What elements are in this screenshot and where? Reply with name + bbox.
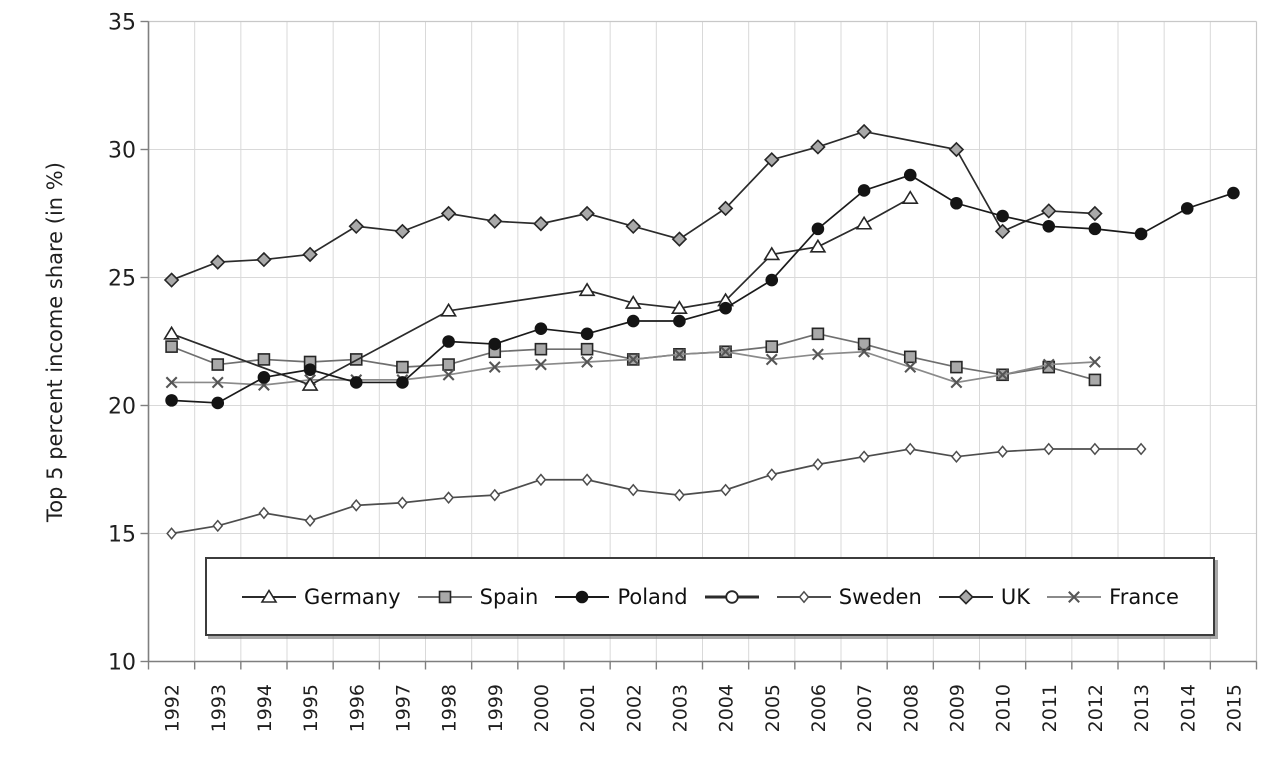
x-tick-label: 2004 xyxy=(716,684,738,732)
legend-marker-diamond-open xyxy=(776,590,831,603)
x-tick-label: 1992 xyxy=(162,684,184,732)
x-tick-label: 2015 xyxy=(1223,684,1245,732)
y-tick-label: 30 xyxy=(108,139,136,164)
y-axis-tick-labels: 10 15 20 25 30 35 xyxy=(108,11,136,676)
legend-label: France xyxy=(1109,584,1179,609)
legend-item-germany: Germany xyxy=(241,585,401,609)
legend-marker-circle-open xyxy=(704,589,759,604)
x-tick-label: 1997 xyxy=(392,684,414,732)
x-tick-label: 2010 xyxy=(993,684,1015,732)
legend-item-spain: Spain xyxy=(417,584,539,609)
legend-label: Poland xyxy=(617,584,688,609)
legend-item-sweden: Sweden xyxy=(776,585,922,609)
x-tick-label: 1994 xyxy=(254,684,276,732)
x-tick-label: 2003 xyxy=(669,684,691,732)
x-tick-label: 2001 xyxy=(577,684,599,732)
x-tick-label: 2009 xyxy=(946,684,968,732)
x-tick-label: 1996 xyxy=(346,684,368,732)
series-france xyxy=(165,345,1101,391)
x-axis-tick-labels: 1992 1993 1994 1995 1996 1997 1998 1999 2000 2001… xyxy=(162,684,1246,732)
series-sweden xyxy=(166,442,1147,540)
x-tick-label: 2000 xyxy=(531,684,553,732)
x-tick-label: 1995 xyxy=(300,684,322,732)
x-tick-label: 2008 xyxy=(900,684,922,732)
legend-marker-x xyxy=(1047,590,1102,603)
legend-item-poland: Poland xyxy=(554,584,688,609)
x-tick-label: 1998 xyxy=(439,684,461,732)
legend-marker-triangle-open xyxy=(242,588,296,603)
x-tick-label: 1993 xyxy=(208,684,230,732)
y-tick-label: 10 xyxy=(108,651,136,676)
legend-label: UK xyxy=(1000,584,1031,609)
x-tick-label: 2007 xyxy=(854,684,876,732)
legend-label: Spain xyxy=(479,584,539,609)
y-tick-label: 25 xyxy=(108,267,136,292)
series-poland xyxy=(165,168,1240,410)
axes xyxy=(140,20,1258,670)
y-tick-label: 20 xyxy=(108,395,136,420)
chart-legend: Germany Spain Poland Sweden UK France xyxy=(205,557,1215,636)
x-tick-label: 2012 xyxy=(1085,684,1107,732)
y-tick-label: 35 xyxy=(108,11,136,36)
gridlines xyxy=(148,20,1258,662)
x-tick-label: 2005 xyxy=(762,684,784,732)
legend-marker-circle-filled xyxy=(555,590,610,603)
legend-item-uk: UK xyxy=(938,585,1030,609)
x-tick-label: 2013 xyxy=(1131,684,1153,732)
legend-item-unlabeled xyxy=(704,587,760,607)
legend-marker-square-gray xyxy=(417,590,472,603)
x-tick-label: 2002 xyxy=(623,684,645,732)
legend-label: Sweden xyxy=(838,584,922,609)
legend-marker-diamond-gray xyxy=(938,588,993,605)
legend-label: Germany xyxy=(304,584,401,609)
series-germany xyxy=(163,190,919,391)
y-tick-label: 15 xyxy=(108,523,136,548)
x-tick-label: 2011 xyxy=(1039,684,1061,732)
y-axis-title: Top 5 percent income share (in %) xyxy=(43,162,67,522)
x-tick-label: 2006 xyxy=(808,684,830,732)
series-uk xyxy=(163,123,1103,288)
x-tick-label: 1999 xyxy=(485,684,507,732)
x-tick-label: 2014 xyxy=(1177,684,1199,732)
legend-item-france: France xyxy=(1046,585,1179,609)
